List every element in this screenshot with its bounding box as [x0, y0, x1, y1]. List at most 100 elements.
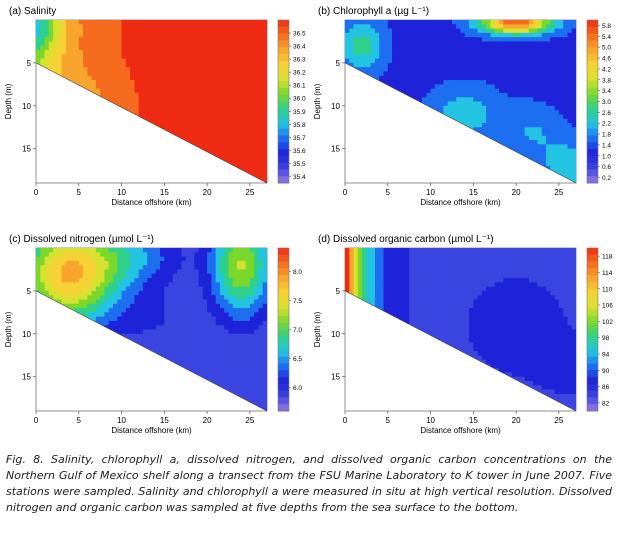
heatmap-cell: [490, 20, 496, 25]
heatmap-cell: [456, 92, 462, 98]
colorbar-segment: [278, 26, 289, 35]
heatmap-cell: [172, 92, 178, 98]
heatmap-cell: [172, 58, 178, 64]
heatmap-cell: [181, 97, 187, 103]
heatmap-cell: [83, 80, 88, 85]
heatmap-cell: [215, 71, 221, 77]
heatmap-cell: [249, 165, 255, 171]
heatmap-cell: [207, 80, 212, 85]
heatmap-cell: [528, 135, 534, 141]
heatmap-cell: [40, 50, 46, 55]
heatmap-cell: [160, 75, 165, 81]
heatmap-cell: [349, 50, 355, 55]
heatmap-cell: [160, 62, 165, 68]
heatmap-cell: [370, 50, 376, 55]
heatmap-cell: [164, 71, 170, 77]
heatmap-cell: [392, 45, 397, 51]
heatmap-cell: [78, 286, 84, 292]
heatmap-cell: [567, 41, 573, 47]
heatmap-cell: [499, 97, 504, 103]
heatmap-cell: [262, 84, 267, 90]
heatmap-cell: [95, 62, 101, 68]
heatmap-cell: [202, 20, 208, 25]
heatmap-cell: [219, 37, 225, 43]
heatmap-cell: [104, 88, 110, 94]
heatmap-cell: [100, 278, 106, 283]
heatmap-cell: [473, 50, 479, 55]
heatmap-cell: [211, 97, 217, 103]
heatmap-cell: [434, 32, 440, 38]
heatmap-cell: [554, 144, 560, 150]
heatmap-cell: [241, 71, 247, 77]
heatmap-cell: [379, 41, 385, 47]
heatmap-cell: [426, 54, 432, 60]
heatmap-cell: [262, 118, 267, 124]
heatmap-cell: [172, 114, 178, 120]
heatmap-cell: [104, 32, 110, 38]
heatmap-cell: [207, 67, 212, 73]
heatmap-cell: [262, 20, 267, 25]
heatmap-cell: [387, 71, 393, 77]
heatmap-cell: [100, 37, 106, 43]
heatmap-cell: [181, 80, 187, 85]
heatmap-cell: [490, 127, 496, 133]
heatmap-cell: [481, 127, 487, 133]
heatmap-cell: [207, 62, 212, 68]
heatmap-cell: [241, 135, 247, 141]
heatmap-cell: [571, 84, 576, 90]
heatmap-cell: [481, 54, 487, 60]
heatmap-cell: [511, 135, 517, 141]
colorbar-tick-label: 0.6: [602, 164, 611, 171]
heatmap-cell: [413, 84, 419, 90]
heatmap-cell: [546, 20, 551, 25]
heatmap-cell: [40, 265, 46, 271]
heatmap-cell: [349, 24, 355, 30]
heatmap-cell: [481, 20, 487, 25]
heatmap-cell: [507, 24, 513, 30]
heatmap-cell: [345, 37, 350, 43]
heatmap-cell: [168, 67, 174, 73]
colorbar-segment: [587, 155, 598, 164]
heatmap-cell: [439, 58, 444, 64]
heatmap-cell: [396, 37, 402, 43]
heatmap-cell: [130, 80, 135, 85]
heatmap-cell: [503, 97, 509, 103]
heatmap-cell: [486, 131, 492, 137]
heatmap-cell: [374, 71, 380, 77]
heatmap-cell: [550, 45, 556, 51]
heatmap-cell: [87, 248, 93, 253]
heatmap-cell: [232, 135, 238, 141]
heatmap-cell: [53, 260, 58, 266]
heatmap-cell: [185, 88, 191, 94]
heatmap-cell: [374, 62, 380, 68]
heatmap-cell: [211, 140, 217, 145]
heatmap-cell: [48, 50, 54, 55]
heatmap-cell: [345, 41, 350, 47]
heatmap-cell: [404, 45, 410, 51]
heatmap-cell: [516, 135, 521, 141]
heatmap-cell: [392, 75, 397, 81]
heatmap-cell: [546, 32, 551, 38]
heatmap-cell: [138, 37, 144, 43]
heatmap-cell: [481, 114, 487, 120]
x-tick-label: 20: [512, 188, 521, 197]
heatmap-cell: [100, 75, 106, 81]
heatmap-cell: [181, 32, 187, 38]
heatmap-cell: [117, 75, 123, 81]
heatmap-cell: [524, 127, 530, 133]
heatmap-cell: [439, 50, 444, 55]
heatmap-cell: [366, 32, 372, 38]
heatmap-cell: [113, 260, 118, 266]
heatmap-cell: [104, 252, 110, 258]
heatmap-cell: [554, 67, 560, 73]
heatmap-cell: [245, 24, 251, 30]
heatmap-cell: [447, 58, 453, 64]
heatmap-cell: [417, 88, 423, 94]
heatmap-cell: [147, 80, 153, 85]
heatmap-cell: [164, 105, 170, 111]
heatmap-cell: [151, 101, 157, 107]
heatmap-cell: [362, 20, 367, 25]
heatmap-cell: [537, 92, 543, 98]
heatmap-cell: [456, 71, 462, 77]
heatmap-cell: [563, 24, 569, 30]
